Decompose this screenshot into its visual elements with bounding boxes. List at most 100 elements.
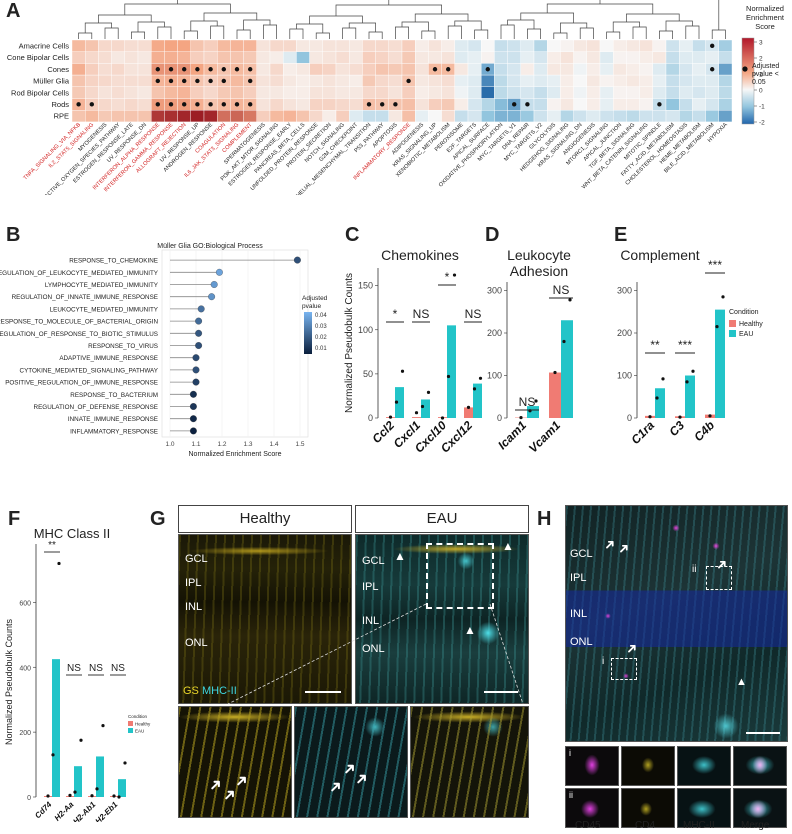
data-point — [648, 415, 652, 419]
category-label: Icam1 — [495, 418, 529, 452]
significance-dot — [366, 102, 372, 107]
x-tick-label: 1.3 — [243, 441, 252, 448]
heatmap-cell — [626, 63, 640, 76]
heatmap-cell — [124, 98, 139, 111]
inset-i-mhc — [677, 746, 731, 786]
pvalue-legend-dot — [742, 66, 748, 72]
heatmap-cell — [481, 39, 495, 52]
eau-onl-label: ONL — [362, 643, 385, 655]
scale-bar — [746, 732, 780, 734]
heatmap-cell — [560, 74, 574, 87]
heatmap-cell — [137, 98, 152, 111]
data-point — [400, 369, 405, 373]
nes-tick-label: 3 — [759, 40, 763, 47]
heatmap-cell — [467, 86, 482, 99]
heatmap-cell — [520, 74, 535, 87]
heatmap-cell — [283, 39, 297, 52]
heatmap-cell — [375, 86, 390, 99]
data-point — [57, 561, 61, 566]
heatmap-cell — [665, 39, 680, 52]
dendrogram-branch — [289, 28, 304, 39]
heatmap-cell — [679, 39, 693, 52]
significance-dot — [221, 102, 226, 107]
heatmap-cell — [401, 51, 416, 64]
significance-dot — [525, 102, 530, 107]
heatmap-cells — [71, 39, 733, 123]
significance-dot — [657, 102, 662, 107]
data-point — [123, 761, 127, 765]
heatmap-cell — [296, 98, 310, 111]
heatmap-cell — [586, 51, 601, 64]
heatmap-cell — [296, 86, 310, 99]
scale-bar — [484, 691, 518, 693]
heatmap-cell — [599, 74, 614, 87]
heatmap-cell — [586, 39, 601, 52]
heatmap-cell — [98, 109, 112, 123]
significance-label: NS — [413, 307, 430, 321]
bar-eau — [52, 659, 60, 797]
data-point — [568, 298, 572, 302]
category-label: Cd74 — [33, 800, 54, 821]
category-label: RESPONSE_TO_CHEMOKINE — [69, 258, 158, 265]
panel-label-b: B — [6, 224, 21, 246]
heatmap-cell — [652, 109, 667, 123]
heatmap-cell — [335, 98, 350, 111]
category-label: POSITIVE_REGULATION_OF_IMMUNE_RESPONSE — [5, 380, 158, 387]
heatmap-cell — [190, 109, 205, 123]
heatmap-cell — [626, 39, 640, 52]
heatmap-cell — [533, 63, 548, 76]
data-point — [452, 273, 457, 277]
bar-eau — [118, 779, 126, 797]
heatmap-cell — [626, 86, 640, 99]
heatmap-cell — [441, 39, 456, 52]
bar-eau — [447, 325, 456, 418]
heatmap-cell — [309, 98, 324, 111]
heatmap-cell — [322, 98, 337, 111]
heatmap-cell — [652, 86, 667, 99]
significance-dot — [432, 67, 438, 72]
heatmap-cell — [665, 98, 680, 111]
significance-dot — [155, 78, 160, 84]
dendrogram-branch — [447, 25, 462, 39]
heatmap-cell — [481, 51, 495, 64]
zoom-box — [426, 543, 494, 609]
heatmap-cell — [441, 86, 456, 99]
heatmap-cell — [626, 98, 640, 111]
heatmap-cell — [520, 63, 535, 76]
heatmap-cell — [349, 39, 363, 52]
heatmap-cell — [573, 51, 587, 64]
data-point — [691, 369, 695, 373]
dendrogram-branch — [599, 0, 720, 9]
y-tick-label: 300 — [617, 286, 632, 296]
heatmap-cell — [679, 98, 693, 111]
heatmap-cell — [216, 51, 231, 64]
heatmap-cell — [599, 39, 614, 52]
heatmap-cell — [428, 86, 442, 99]
dendrogram-branch — [579, 27, 594, 39]
heatmap-cell — [494, 109, 508, 123]
heatmap-cell — [111, 86, 125, 99]
nes-legend-title: Normalized Enrichment Score — [746, 4, 784, 31]
heatmap-cell — [388, 51, 403, 64]
heatmap-cell — [150, 86, 165, 99]
category-label: C3 — [666, 418, 687, 439]
heatmap-cell — [507, 74, 522, 87]
data-point — [440, 416, 445, 420]
heatmap-cell — [335, 51, 350, 64]
significance-dot — [182, 102, 187, 107]
heatmap-cell — [679, 74, 693, 87]
data-point — [73, 790, 77, 794]
heatmap-cell — [613, 39, 627, 52]
heatmap-cell — [428, 39, 442, 52]
heatmap-cell — [639, 51, 653, 64]
y-tick-label: 0 — [27, 795, 31, 802]
heatmap-cell — [230, 109, 244, 123]
lollipop-point — [189, 415, 197, 423]
legend-swatch-healthy — [128, 721, 133, 726]
heatmap-cell — [98, 86, 112, 99]
heatmap-cell — [613, 74, 627, 87]
heatmap-cell — [613, 98, 627, 111]
significance-dot — [155, 67, 160, 72]
x-tick-label: 1.2 — [217, 441, 226, 448]
h-inset-row-ii: ii — [565, 788, 787, 828]
